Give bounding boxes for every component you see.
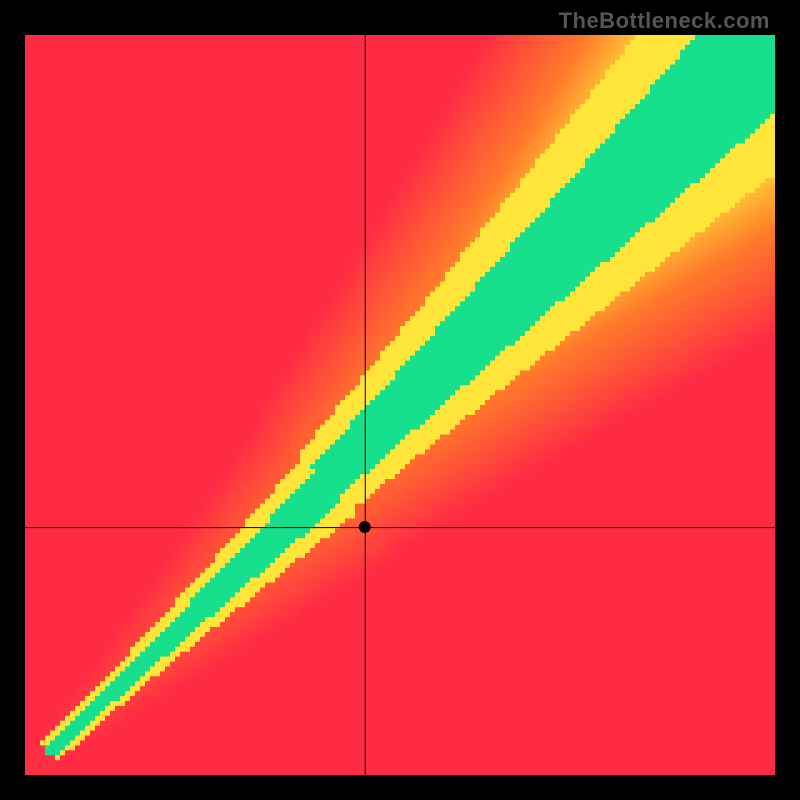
bottleneck-heatmap <box>25 35 775 775</box>
watermark-text: TheBottleneck.com <box>559 8 770 34</box>
chart-frame: TheBottleneck.com <box>0 0 800 800</box>
